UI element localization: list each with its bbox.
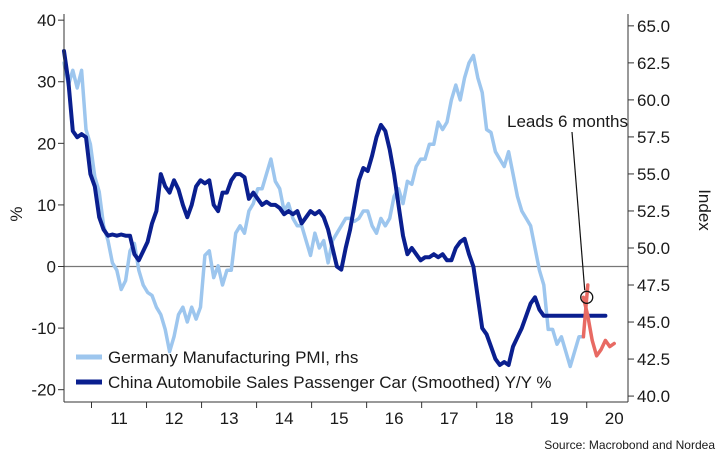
right-tick-label: 40.0 [637, 387, 670, 406]
right-tick-label: 42.5 [637, 350, 670, 369]
right-tick-label: 52.5 [637, 202, 670, 221]
y-axis-title-right: Index [695, 189, 714, 231]
left-tick-label: 30 [37, 73, 56, 92]
x-tick-label: 16 [385, 409, 404, 428]
annotation-arrow [571, 131, 586, 291]
legend: Germany Manufacturing PMI, rhs China Aut… [76, 348, 552, 392]
annotation-text: Leads 6 months [507, 112, 628, 131]
left-tick-label: 40 [37, 11, 56, 30]
source-note: Source: Macrobond and Nordea [544, 438, 715, 452]
x-tick-label: 19 [550, 409, 569, 428]
x-tick-label: 18 [495, 409, 514, 428]
right-tick-label: 62.5 [637, 54, 670, 73]
x-tick-label: 20 [605, 409, 624, 428]
y-axis-title-left: % [7, 206, 26, 221]
left-tick-label: 20 [37, 134, 56, 153]
x-tick-label: 14 [275, 409, 294, 428]
left-tick-label: 10 [37, 196, 56, 215]
left-tick-label: -20 [31, 381, 56, 400]
x-tick-label: 13 [220, 409, 239, 428]
annotation-marker [580, 290, 594, 304]
right-tick-label: 55.0 [637, 165, 670, 184]
x-tick-label: 12 [165, 409, 184, 428]
lead-projection-line [581, 295, 616, 358]
right-tick-label: 65.0 [637, 17, 670, 36]
right-tick-label: 45.0 [637, 313, 670, 332]
left-axis: -20 -10 0 10 20 30 40 [31, 11, 65, 402]
china-auto-sales-line [62, 49, 608, 367]
right-axis: 40.0 42.5 45.0 47.5 50.0 52.5 55.0 57.5 60.0 62.5… [627, 14, 670, 406]
germany-pmi-line [62, 53, 586, 369]
right-tick-label: 47.5 [637, 276, 670, 295]
right-tick-label: 50.0 [637, 239, 670, 258]
x-tick-label: 17 [440, 409, 459, 428]
x-tick-label: 11 [110, 409, 128, 428]
right-tick-label: 60.0 [637, 91, 670, 110]
x-axis: 11 12 13 14 15 16 17 18 19 20 [64, 401, 628, 428]
legend-label-china: China Automobile Sales Passenger Car (Sm… [108, 373, 552, 392]
legend-label-germany: Germany Manufacturing PMI, rhs [108, 348, 358, 367]
right-tick-label: 57.5 [637, 128, 670, 147]
plot-area [62, 49, 628, 369]
left-tick-label: 0 [47, 258, 56, 277]
x-tick-label: 15 [330, 409, 349, 428]
left-tick-label: -10 [31, 319, 56, 338]
